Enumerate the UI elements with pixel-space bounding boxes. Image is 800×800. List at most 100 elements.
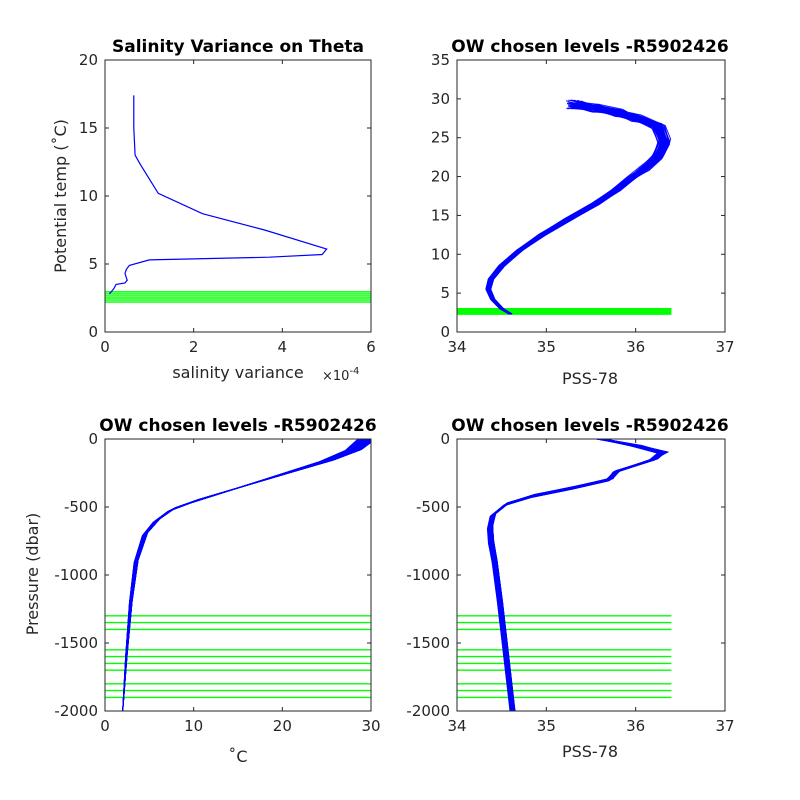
x-tick-label: 37	[715, 717, 734, 735]
plot-area	[457, 99, 672, 315]
profile-line	[487, 104, 663, 315]
x-axis-label: PSS-78	[562, 742, 618, 761]
x-tick-label: 36	[626, 338, 645, 356]
profile-line	[485, 100, 661, 315]
x-tick-label: 2	[189, 338, 199, 356]
panel-salinity-theta: OW chosen levels -R5902426 PSS-78 34 35 36…	[431, 37, 735, 388]
y-tick-label: -2000	[406, 702, 450, 720]
x-tick-label: 35	[537, 717, 556, 735]
profile-line	[487, 102, 664, 315]
profile-line	[488, 100, 666, 315]
profile-line	[486, 106, 662, 315]
profile-line	[486, 102, 663, 315]
x-axis-exponent: ×10-4	[322, 366, 359, 384]
profile-line	[487, 101, 665, 315]
profile-line	[489, 102, 670, 315]
profile-line	[485, 105, 662, 315]
plot-area	[457, 439, 672, 711]
profile-line	[488, 103, 667, 315]
profile-line	[489, 103, 671, 315]
x-tick-label: 0	[100, 338, 110, 356]
profile-line	[485, 102, 659, 315]
chart-title: OW chosen levels -R5902426	[451, 37, 728, 57]
profile-line	[487, 104, 664, 315]
y-tick-label: 20	[79, 51, 98, 69]
profile-line	[489, 104, 668, 315]
y-tick-label: 0	[88, 430, 98, 448]
y-tick-label: -500	[416, 498, 450, 516]
chart-title: OW chosen levels -R5902426	[99, 416, 376, 436]
profile-line	[488, 105, 669, 315]
y-tick-label: 35	[431, 51, 450, 69]
profile-line	[487, 99, 664, 315]
x-tick-label: 35	[537, 338, 556, 356]
x-tick-label: 34	[447, 338, 466, 356]
y-tick-label: 0	[440, 430, 450, 448]
profile-line	[486, 106, 664, 315]
panel-temperature-pressure: OW chosen levels -R5902426 ˚C Pressure (…	[23, 416, 381, 766]
chart-title: OW chosen levels -R5902426	[451, 416, 728, 436]
profile-line	[122, 439, 360, 711]
y-tick-label: 10	[431, 245, 450, 263]
profile-line	[486, 106, 663, 315]
panel-salinity-pressure: OW chosen levels -R5902426 PSS-78 34 35 36…	[406, 416, 734, 761]
profile-line	[487, 101, 666, 315]
y-axis-label: Pressure (dbar)	[23, 513, 42, 636]
series-line	[108, 95, 328, 295]
profile-line	[488, 103, 668, 315]
y-tick-label: 5	[440, 284, 450, 302]
y-tick-label: 0	[440, 323, 450, 341]
y-tick-label: -1500	[54, 634, 98, 652]
profile-line	[486, 105, 662, 315]
y-tick-label: 10	[79, 187, 98, 205]
y-tick-label: 30	[431, 90, 450, 108]
profile-line	[488, 100, 668, 315]
x-tick-label: 0	[100, 717, 110, 735]
x-tick-label: 34	[447, 717, 466, 735]
profile-line	[485, 105, 662, 315]
chart-title: Salinity Variance on Theta	[112, 37, 364, 57]
profile-line	[487, 103, 664, 315]
panel-salinity-variance: Salinity Variance on Theta salinity vari…	[51, 37, 376, 384]
profile-line	[488, 106, 666, 315]
profile-line	[486, 103, 662, 315]
x-tick-label: 4	[278, 338, 288, 356]
x-tick-label: 30	[361, 717, 380, 735]
x-axis-label: ˚C	[228, 747, 247, 766]
profile-line	[487, 99, 665, 315]
profile-line	[486, 101, 663, 315]
profile-line	[486, 105, 663, 315]
y-tick-label: 15	[79, 119, 98, 137]
y-tick-label: -1000	[54, 566, 98, 584]
profile-line	[488, 103, 666, 315]
x-tick-label: 20	[273, 717, 292, 735]
axes-box	[456, 59, 726, 333]
y-tick-label: -2000	[54, 702, 98, 720]
y-tick-label: -1000	[406, 566, 450, 584]
profile-line	[487, 99, 665, 315]
profile-line	[489, 105, 669, 315]
y-tick-label: 0	[88, 323, 98, 341]
profile-line	[486, 107, 660, 315]
x-tick-label: 10	[184, 717, 203, 735]
y-axis-label: Potential temp (˚C)	[51, 119, 70, 273]
profile-line	[487, 106, 665, 315]
profile-line	[488, 439, 666, 711]
profile-line	[489, 101, 670, 315]
profile-line	[489, 100, 670, 315]
profile-line	[489, 101, 668, 315]
profile-line	[486, 107, 664, 315]
profile-line	[486, 102, 663, 315]
profile-line	[486, 103, 661, 315]
profile-line	[488, 103, 668, 315]
profile-line	[490, 103, 670, 315]
x-axis-label: salinity variance	[172, 363, 303, 382]
y-tick-label: -1500	[406, 634, 450, 652]
profile-line	[487, 99, 665, 315]
profile-line	[486, 102, 665, 315]
profile-line	[486, 104, 662, 315]
x-tick-label: 6	[366, 338, 376, 356]
plot-area	[105, 439, 371, 711]
